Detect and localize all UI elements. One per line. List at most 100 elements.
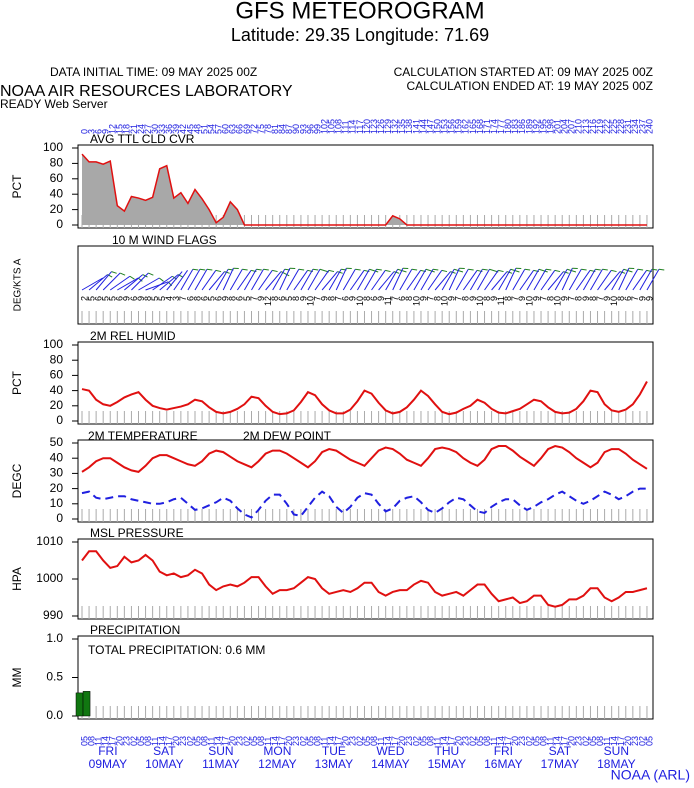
hour-label: 141 [411, 119, 421, 134]
wind-flag [222, 267, 239, 291]
wind-flag [554, 268, 577, 291]
hour-label: 66 [235, 124, 245, 134]
local-hour-label: 23 [574, 736, 584, 746]
wind-speed: 9 [560, 296, 570, 301]
wind-flag-part [111, 271, 117, 274]
local-hour-label: 05 [531, 736, 541, 746]
hour-label: 9 [101, 129, 111, 134]
wind-flag-part [158, 277, 164, 282]
y-tick-label: 80 [50, 156, 64, 170]
wind-flag [279, 267, 296, 291]
local-hour-label: 05 [588, 736, 598, 746]
local-hour-label: 23 [235, 736, 245, 746]
y-tick-label: 990 [43, 608, 63, 622]
wind-flag [561, 267, 578, 291]
hour-label: 0 [79, 129, 89, 134]
wind-speed: 8 [482, 296, 492, 301]
hour-label: 225 [609, 119, 619, 134]
wind-speed: 7 [510, 296, 520, 301]
wind-flag-part [491, 271, 508, 291]
wind-flag-part [194, 268, 208, 291]
wind-flag-part [526, 268, 540, 291]
wind-speed: 6 [199, 296, 209, 301]
footer: NOAA (ARL) [611, 767, 690, 783]
wind-flag-part [468, 268, 474, 271]
wind-flag-part [498, 269, 504, 273]
local-hour-label: 05 [362, 736, 372, 746]
wind-speed: 8 [616, 296, 626, 301]
local-hour-label: 23 [348, 736, 358, 746]
hour-label: 24 [136, 124, 146, 134]
y-tick-label: 40 [50, 383, 64, 397]
local-hour-label: 20 [454, 736, 464, 746]
y-axis-label: DEGC [10, 463, 24, 498]
hour-label: 102 [319, 119, 329, 134]
local-hour-label: 20 [510, 736, 520, 746]
hour-label: 12 [108, 124, 118, 134]
server: READY Web Server [0, 97, 108, 111]
local-hour-label: 23 [461, 736, 471, 746]
panel-title: MSL PRESSURE [90, 526, 184, 540]
wind-flag-part [312, 268, 319, 271]
local-hour-label: 11 [376, 737, 386, 746]
wind-flag [568, 268, 587, 291]
hour-label: 207 [567, 119, 577, 134]
wind-flag-part [519, 270, 535, 291]
wind-flag [434, 271, 456, 291]
wind-flag-part [512, 268, 526, 291]
wind-speed: 4 [164, 296, 174, 301]
hour-label: 117 [355, 120, 365, 134]
wind-flag-part [378, 271, 395, 291]
wind-speed: 5 [86, 296, 96, 301]
hour-label: 90 [291, 124, 301, 134]
day-name: TUE [322, 744, 346, 758]
wind-flag [95, 271, 117, 291]
hour-label: 201 [553, 119, 563, 134]
hour-label: 30 [150, 124, 160, 134]
wind-flag-part [604, 271, 621, 291]
wind-speed: 9 [637, 296, 647, 301]
wind-flag [597, 269, 617, 291]
wind-flag-part [286, 268, 300, 291]
wind-speed: 6 [129, 296, 139, 301]
wind-speed: 8 [461, 296, 471, 301]
hour-label: 192 [531, 119, 541, 134]
wind-speed: 8 [574, 296, 584, 301]
local-hour-label: 11 [319, 737, 329, 746]
hour-label: 222 [602, 119, 612, 134]
calc-ended: CALCULATION ENDED AT: 19 MAY 2025 00Z [406, 79, 653, 93]
wind-flag-part [199, 268, 206, 271]
local-hour-label: 02 [524, 736, 534, 746]
hour-label: 237 [637, 119, 647, 134]
wind-flag [180, 268, 199, 291]
wind-flag [455, 268, 474, 291]
local-hour-label: 20 [228, 736, 238, 746]
y-tick-label: 20 [50, 202, 64, 216]
local-hour-label: 02 [185, 736, 195, 746]
wind-flag-part [208, 271, 225, 291]
wind-speed: 8 [228, 296, 238, 301]
wind-flag [364, 268, 382, 291]
panel-title: PRECIPITATION [90, 623, 180, 637]
wind-flag [469, 268, 488, 291]
wind-flag-part [547, 271, 564, 291]
hour-label: 153 [440, 119, 450, 134]
panel-frame [77, 245, 654, 325]
wind-flag [582, 268, 601, 291]
y-tick-label: 40 [50, 450, 64, 464]
wind-flag-part [335, 268, 347, 291]
hour-label: 213 [581, 119, 591, 134]
hour-label: 189 [524, 119, 534, 134]
wind-speed: 12 [263, 296, 273, 306]
hour-label: 96 [305, 124, 315, 134]
local-hour-label: 02 [637, 736, 647, 746]
wind-speed: 10 [440, 296, 450, 306]
local-hour-label: 05 [305, 736, 315, 746]
hour-label: 57 [214, 124, 224, 134]
wind-flag-part [349, 270, 365, 291]
wind-speed: 8 [503, 296, 513, 301]
wind-flag [639, 268, 658, 291]
hour-label: 156 [447, 119, 457, 134]
wind-flag-part [88, 274, 108, 291]
wind-flag-part [581, 268, 587, 271]
